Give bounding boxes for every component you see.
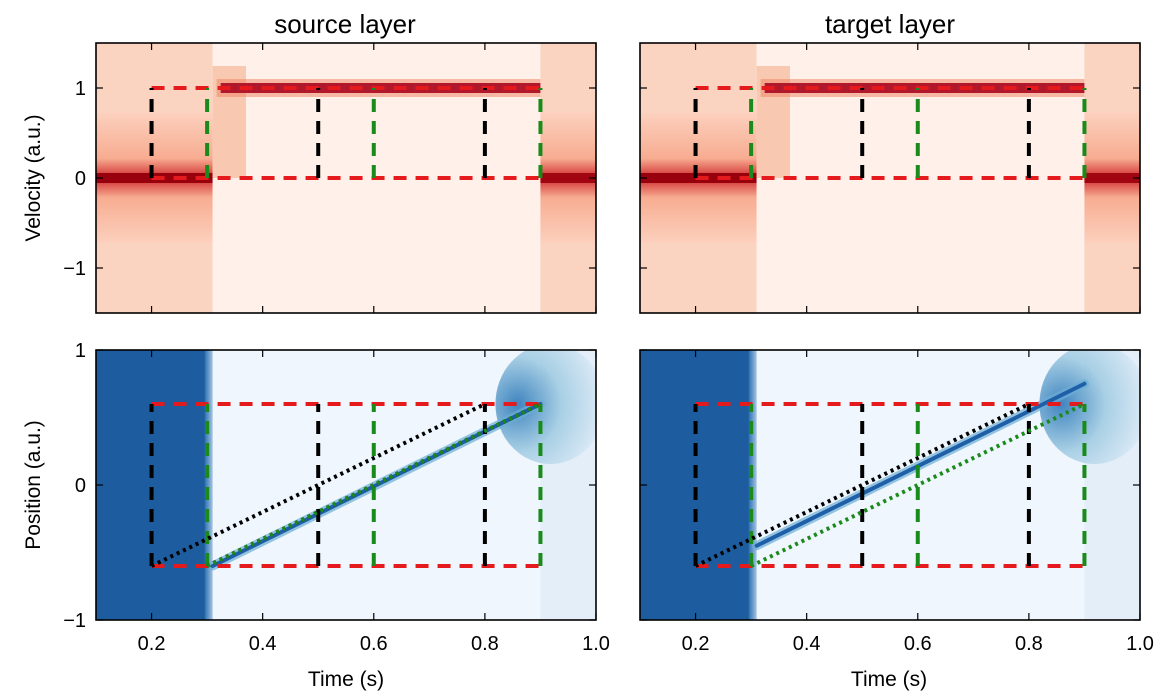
heatmap-prestim (96, 350, 213, 620)
xlabel-target: Time (s) (851, 668, 927, 691)
heatmap-prestim (640, 350, 757, 620)
xtick-label: 0.4 (793, 633, 821, 655)
xtick-label: 0.8 (471, 633, 499, 655)
ytick-label: 0 (75, 475, 86, 497)
heatmap-edge (748, 350, 759, 620)
heatmap-edge (204, 350, 215, 620)
title-source-layer: source layer (274, 9, 416, 39)
heatmap-poststim-ridge (540, 173, 596, 183)
heatmap-area (96, 43, 596, 313)
ytick-label: −1 (63, 258, 86, 280)
xtick-label: 0.8 (1015, 633, 1043, 655)
overlay-line-dotted-8 (694, 402, 1030, 568)
xtick-label: 1.0 (1126, 633, 1154, 655)
panel-target-velocity (639, 42, 1141, 314)
xtick-label: 0.4 (249, 633, 277, 655)
ytick-label: −1 (63, 610, 86, 632)
ytick-label: 1 (75, 78, 86, 100)
xtick-label: 0.6 (904, 633, 932, 655)
overlay-line-dotted-10 (206, 402, 542, 568)
xtick-label: 0.2 (138, 633, 166, 655)
xlabel-source: Time (s) (308, 668, 384, 691)
overlay-line-dotted-8 (150, 402, 486, 568)
ylabel-velocity: Velocity (a.u.) (22, 114, 45, 241)
heatmap-area (640, 350, 1140, 620)
overlay-line-dotted-9 (750, 402, 1086, 568)
panel-source-velocity: −1 0 1 (63, 42, 597, 314)
ytick-label: 0 (75, 168, 86, 190)
ytick-label: 1 (75, 340, 86, 362)
xtick-label: 1.0 (582, 633, 610, 655)
panel-source-position: −1 0 1 0.2 0.4 0.6 0.8 1.0 (63, 340, 610, 655)
xtick-label: 0.6 (360, 633, 388, 655)
panel-target-position: 0.2 0.4 0.6 0.8 1.0 (639, 349, 1154, 655)
heatmap-area (640, 43, 1140, 313)
heatmap-area (96, 350, 596, 620)
heatmap-poststim-ridge (1084, 173, 1140, 183)
heatmap-stim-bg (756, 350, 1085, 620)
ylabel-position: Position (a.u.) (22, 420, 45, 550)
xtick-label: 0.2 (682, 633, 710, 655)
heatmap-spread (1039, 350, 1140, 464)
heatmap-spread (495, 350, 596, 464)
title-target-layer: target layer (825, 9, 955, 39)
